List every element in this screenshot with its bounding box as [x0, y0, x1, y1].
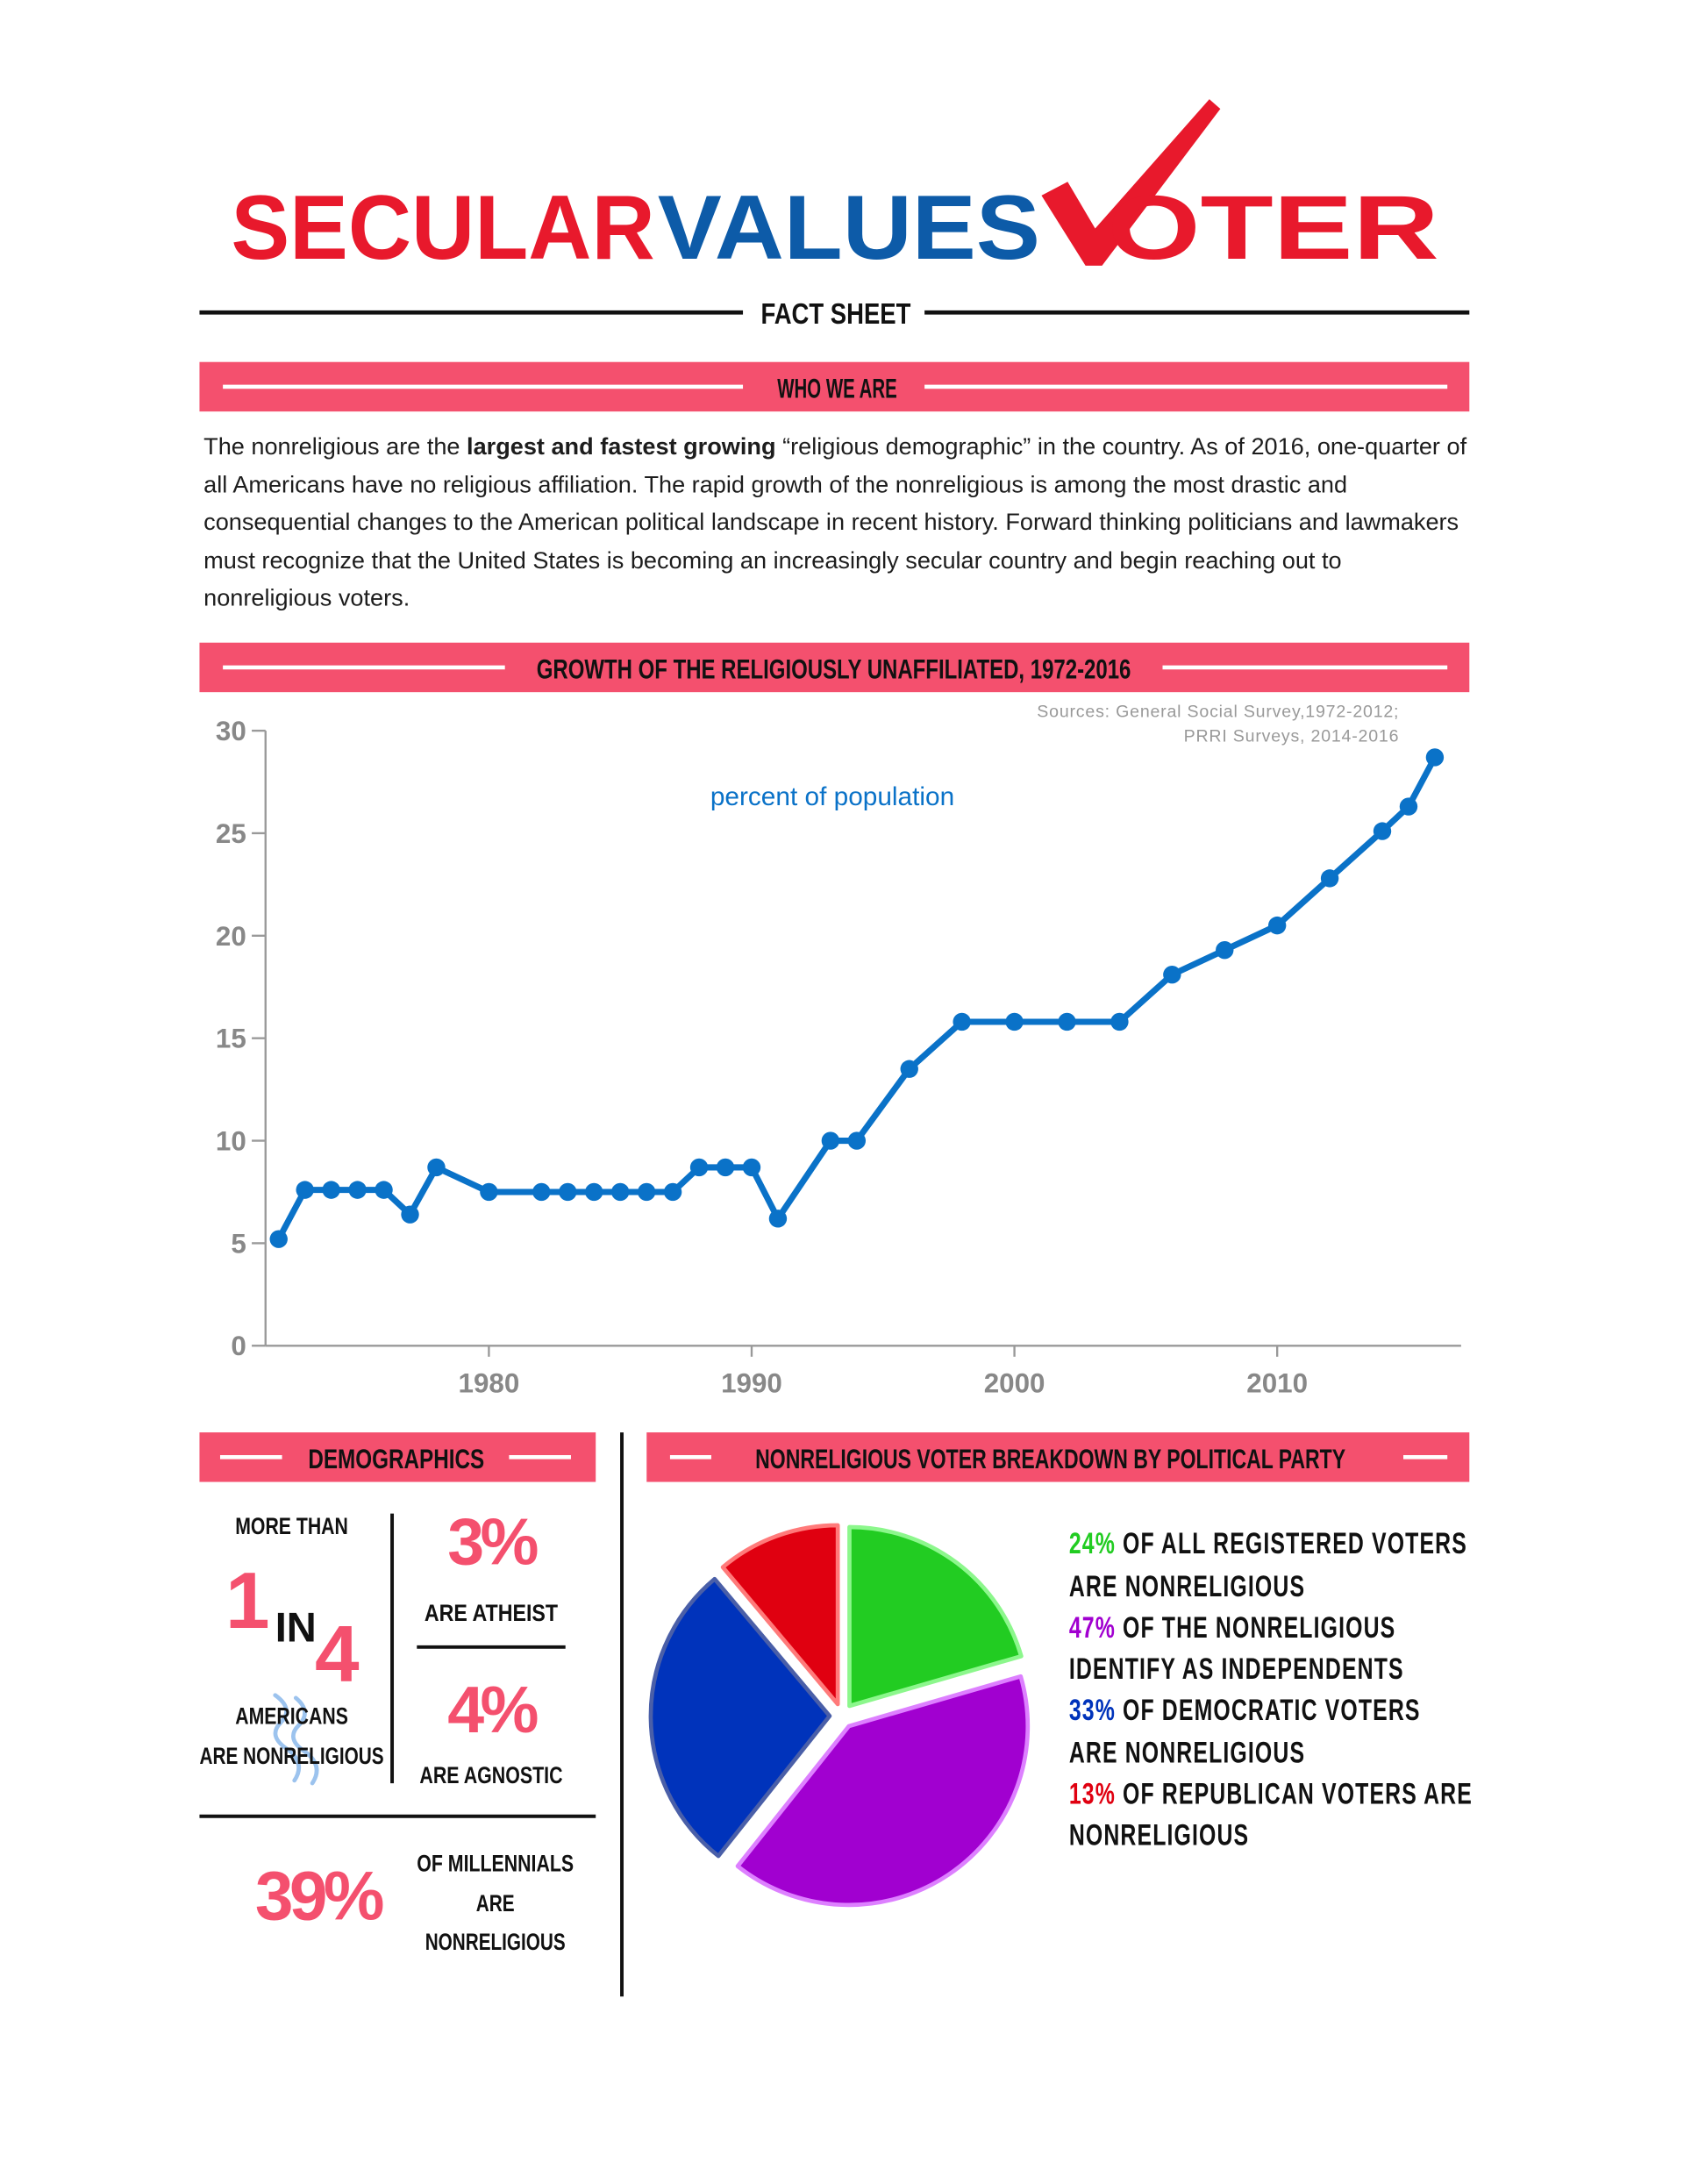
paragraph-box: The nonreligious are the largest and fas…: [203, 428, 1476, 617]
x-tick-label: 1980: [459, 1368, 520, 1399]
demographic-text: OF MILLENNIALS: [417, 1850, 574, 1876]
paragraph-bold: largest and fastest growing: [467, 432, 776, 460]
demographic-text: 3%: [447, 1505, 537, 1579]
data-point: [269, 1230, 288, 1248]
data-point: [427, 1158, 446, 1177]
legend-entry: 47% OF THE NONRELIGIOUS IDENTIFY AS INDE…: [1069, 1607, 1475, 1691]
data-point: [1373, 822, 1392, 840]
subtitle: FACT SHEET: [760, 297, 910, 330]
legend-value: 33%: [1068, 1692, 1116, 1728]
data-point: [742, 1158, 761, 1177]
data-point: [663, 1182, 682, 1202]
data-point: [1216, 940, 1234, 960]
legend-entry: 13% OF REPUBLICAN VOTERS ARE NONRELIGIOU…: [1069, 1774, 1475, 1858]
data-point: [296, 1181, 314, 1199]
data-point: [610, 1182, 630, 1202]
y-tick-label: 15: [216, 1024, 246, 1054]
section-heading: NONRELIGIOUS VOTER BREAKDOWN BY POLITICA…: [755, 1444, 1345, 1474]
data-point: [585, 1182, 603, 1202]
data-point: [1163, 966, 1181, 984]
y-tick-label: 25: [216, 818, 246, 849]
data-line: [275, 755, 1438, 1241]
section-heading: DEMOGRAPHICS: [308, 1444, 484, 1474]
section-band: [646, 1432, 1470, 1482]
data-point: [1399, 797, 1418, 816]
x-tick-label: 2010: [1246, 1368, 1308, 1399]
y-tick-label: 5: [231, 1228, 246, 1259]
section-heading: GROWTH OF THE RELIGIOUSLY UNAFFILIATED, …: [537, 653, 1131, 684]
title-voter: OTER: [1108, 176, 1439, 278]
paragraph-text: “religious demographic” in the country. …: [203, 432, 1467, 612]
legend-entry: 24% OF ALL REGISTERED VOTERS ARE NONRELI…: [1069, 1524, 1475, 1608]
demographic-text: ARE AGNOSTIC: [419, 1762, 562, 1788]
pie-slice: [735, 1674, 1031, 1908]
data-point: [401, 1205, 419, 1224]
legend-entry: 33% OF DEMOCRATIC VOTERS ARE NONRELIGIOU…: [1069, 1690, 1475, 1774]
demographic-text: AMERICANS: [235, 1703, 348, 1730]
paragraph: The nonreligious are the largest and fas…: [203, 428, 1476, 617]
data-point: [480, 1182, 498, 1202]
demographic-text: NONRELIGIOUS: [425, 1929, 566, 1955]
legend-entry-box: 33% OF DEMOCRATIC VOTERS ARE NONRELIGIOU…: [1069, 1690, 1475, 1774]
check-mark: [1041, 99, 1221, 266]
data-point: [1320, 869, 1339, 888]
data-point: [322, 1181, 340, 1199]
legend-value: 47%: [1068, 1609, 1116, 1645]
legend-label: OF ALL REGISTERED VOTERS ARE NONRELIGIOU…: [1068, 1525, 1467, 1602]
legend-entry-box: 47% OF THE NONRELIGIOUS IDENTIFY AS INDE…: [1069, 1607, 1475, 1691]
title-secular: SECULAR: [232, 176, 655, 278]
data-point: [348, 1181, 367, 1199]
data-point: [716, 1158, 735, 1177]
data-point: [821, 1131, 840, 1150]
legend-label: OF THE NONRELIGIOUS IDENTIFY AS INDEPEND…: [1068, 1609, 1404, 1686]
annotation: percent of population: [710, 782, 954, 811]
squiggle-icon: [273, 1693, 319, 1786]
legend-value: 24%: [1068, 1525, 1116, 1560]
data-point: [1110, 1012, 1129, 1031]
paragraph-text: The nonreligious are the: [203, 432, 467, 460]
demographic-text: 1: [225, 1557, 270, 1645]
x-tick-label: 1990: [721, 1368, 782, 1399]
source-note: PRRI Surveys, 2014-2016: [1184, 727, 1400, 746]
legend-value: 13%: [1068, 1775, 1116, 1811]
data-point: [768, 1210, 788, 1228]
pie-slice: [720, 1523, 840, 1707]
demographic-text: ARE ATHEIST: [425, 1600, 558, 1626]
data-point: [953, 1012, 971, 1031]
x-tick-label: 2000: [984, 1368, 1045, 1399]
data-point: [1058, 1012, 1076, 1031]
data-point: [1267, 916, 1287, 935]
demographic-text: ARE: [476, 1890, 515, 1916]
legend-label: OF REPUBLICAN VOTERS ARE NONRELIGIOUS: [1068, 1775, 1473, 1852]
pie-slice: [847, 1524, 1024, 1709]
data-point: [900, 1060, 918, 1078]
data-point: [637, 1182, 656, 1202]
pie-slice: [648, 1576, 832, 1859]
y-tick-label: 10: [216, 1126, 246, 1157]
source-note: Sources: General Social Survey,1972-2012…: [1037, 702, 1399, 721]
demographic-text: IN: [275, 1604, 317, 1651]
demographic-text: ARE NONRELIGIOUS: [199, 1743, 383, 1769]
title-values: VALUES: [658, 176, 1040, 278]
y-tick-label: 30: [216, 716, 246, 746]
y-tick-label: 0: [231, 1331, 246, 1361]
demographic-text: 39%: [255, 1857, 383, 1934]
legend-entry-box: 13% OF REPUBLICAN VOTERS ARE NONRELIGIOU…: [1069, 1774, 1475, 1858]
data-point: [1425, 748, 1445, 767]
demographic-text: MORE THAN: [235, 1513, 348, 1539]
demographic-text: 4: [315, 1610, 360, 1699]
data-point: [532, 1182, 551, 1202]
data-point: [1005, 1012, 1024, 1031]
section-heading: WHO WE ARE: [777, 373, 896, 403]
legend-entry-box: 24% OF ALL REGISTERED VOTERS ARE NONRELI…: [1069, 1524, 1475, 1608]
data-point: [847, 1131, 867, 1150]
data-point: [559, 1182, 577, 1202]
legend-label: OF DEMOCRATIC VOTERS ARE NONRELIGIOUS: [1068, 1692, 1421, 1769]
y-tick-label: 20: [216, 921, 246, 952]
demographic-text: 4%: [447, 1673, 537, 1746]
data-point: [375, 1181, 393, 1199]
data-point: [689, 1158, 709, 1177]
